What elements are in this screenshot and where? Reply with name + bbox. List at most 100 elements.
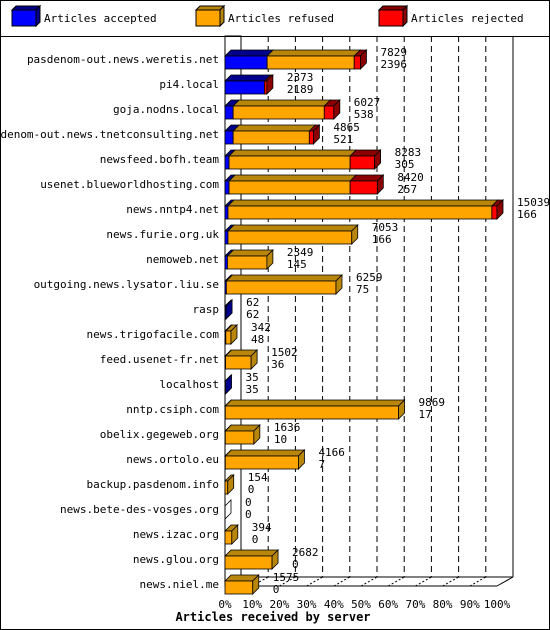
value-label-top: 342 xyxy=(251,321,271,334)
y-label: localhost xyxy=(159,378,219,391)
bar-group xyxy=(224,474,235,495)
y-label: backup.pasdenom.info xyxy=(87,478,219,491)
bar-rejected xyxy=(308,130,314,145)
value-label-bottom: 7 xyxy=(318,458,325,471)
legend: Articles accepted Articles refused Article… xyxy=(10,4,524,28)
value-label-bottom: 0 xyxy=(252,533,259,546)
bar-accepted xyxy=(224,105,234,120)
bar-refused xyxy=(224,430,255,445)
bar-accepted xyxy=(224,230,229,245)
legend-swatch-top xyxy=(194,5,226,11)
bar-refused-side xyxy=(298,449,305,470)
y-label: feed.usenet-fr.net xyxy=(100,353,219,366)
bar-refused-side xyxy=(398,399,405,420)
value-label-top: 8283 xyxy=(395,146,422,159)
grid-floor-line xyxy=(306,576,323,587)
bar-group xyxy=(224,99,341,120)
grid-floor-line xyxy=(415,576,432,587)
value-label-bottom: 2396 xyxy=(380,58,407,71)
bar-refused-side xyxy=(231,524,239,545)
bar-refused-side xyxy=(227,474,235,495)
legend-label-1: Articles refused xyxy=(228,12,334,25)
value-label-top: 1636 xyxy=(274,421,301,434)
x-tick-label: 60% xyxy=(378,598,398,611)
bar-accepted-side xyxy=(225,374,232,395)
bar-group xyxy=(224,49,368,70)
value-label-top: 1502 xyxy=(271,346,298,359)
bar-refused-side xyxy=(335,274,343,295)
bar-refused xyxy=(227,230,353,245)
bar-group xyxy=(224,424,261,445)
y-label: nemoweb.net xyxy=(146,253,219,266)
y-label: news.bete-des-vosges.org xyxy=(60,503,219,516)
value-label-bottom: 62 xyxy=(246,308,259,321)
legend-swatch-side xyxy=(402,4,408,28)
bar-accepted xyxy=(224,55,268,70)
bar-accepted xyxy=(224,155,230,170)
y-label: obelix.gegeweb.org xyxy=(100,428,219,441)
bar-refused xyxy=(266,55,355,70)
bar-refused-top xyxy=(224,549,280,557)
bar-refused xyxy=(232,105,325,120)
bar-group xyxy=(224,499,232,520)
bar-rejected xyxy=(491,205,498,220)
value-label-bottom: 166 xyxy=(372,233,392,246)
value-label-bottom: 538 xyxy=(354,108,374,121)
value-label-top: 2682 xyxy=(292,546,319,559)
value-label-bottom: 17 xyxy=(419,408,432,421)
bar-refused xyxy=(225,355,252,370)
value-label-bottom: 0 xyxy=(292,558,299,571)
bar-accepted xyxy=(224,205,229,220)
bar-refused xyxy=(228,155,351,170)
bar-rejected xyxy=(349,180,378,195)
value-label-top: 4865 xyxy=(333,121,360,134)
bar-group xyxy=(224,449,306,470)
x-axis-title: Articles received by server xyxy=(175,610,370,624)
x-tick-label: 20% xyxy=(269,598,289,611)
value-label-bottom: 48 xyxy=(251,333,264,346)
bar-refused-top xyxy=(266,49,362,57)
y-label: rasp xyxy=(193,303,220,316)
bar-refused xyxy=(224,530,233,545)
y-label: newsfeed.bofh.team xyxy=(100,153,220,166)
value-label-bottom: 521 xyxy=(333,133,353,146)
bar-group xyxy=(224,124,321,145)
value-label-bottom: 305 xyxy=(395,158,415,171)
value-label-top: 0 xyxy=(245,496,252,509)
y-label: pi4.local xyxy=(159,78,219,91)
bar-group xyxy=(224,74,274,95)
bar-rejected-side xyxy=(496,199,504,220)
bar-rejected xyxy=(323,105,335,120)
grid-floor-line xyxy=(469,576,487,587)
x-tick-label: 80% xyxy=(433,598,453,611)
bar-refused-top xyxy=(224,449,306,457)
legend-swatch xyxy=(11,9,37,27)
y-label: news.nntp4.net xyxy=(126,203,219,216)
x-tick-label: 90% xyxy=(460,598,480,611)
value-label-top: 6027 xyxy=(354,96,381,109)
legend-swatch-side xyxy=(35,4,41,28)
bar-refused xyxy=(224,480,229,495)
bar-refused xyxy=(225,330,232,345)
legend-label-0: Articles accepted xyxy=(44,12,157,25)
value-label-top: 7053 xyxy=(372,221,399,234)
grid-floor-line xyxy=(442,576,459,587)
y-label: news.ortolo.eu xyxy=(126,453,219,466)
bar-refused-side xyxy=(250,349,258,370)
bar-group xyxy=(224,299,234,320)
legend-label-2: Articles rejected xyxy=(411,12,524,25)
plot-area xyxy=(224,35,514,587)
bar-refused-top xyxy=(228,149,358,157)
bar-refused xyxy=(232,130,310,145)
grid-floor-line xyxy=(333,576,351,587)
bar-refused-top xyxy=(232,124,317,132)
value-label-top: 394 xyxy=(252,521,272,534)
bar-group xyxy=(224,224,359,245)
bar-group xyxy=(224,199,504,220)
bar-refused xyxy=(224,405,399,420)
value-label-top: 7829 xyxy=(380,46,407,59)
bar-refused-top xyxy=(226,249,274,257)
